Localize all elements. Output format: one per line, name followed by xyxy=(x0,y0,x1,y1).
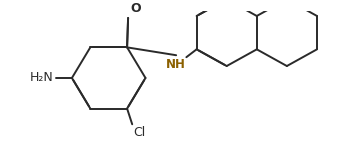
Text: O: O xyxy=(130,2,141,15)
Text: NH: NH xyxy=(166,58,186,71)
Text: Cl: Cl xyxy=(133,126,145,139)
Text: H₂N: H₂N xyxy=(30,71,53,84)
